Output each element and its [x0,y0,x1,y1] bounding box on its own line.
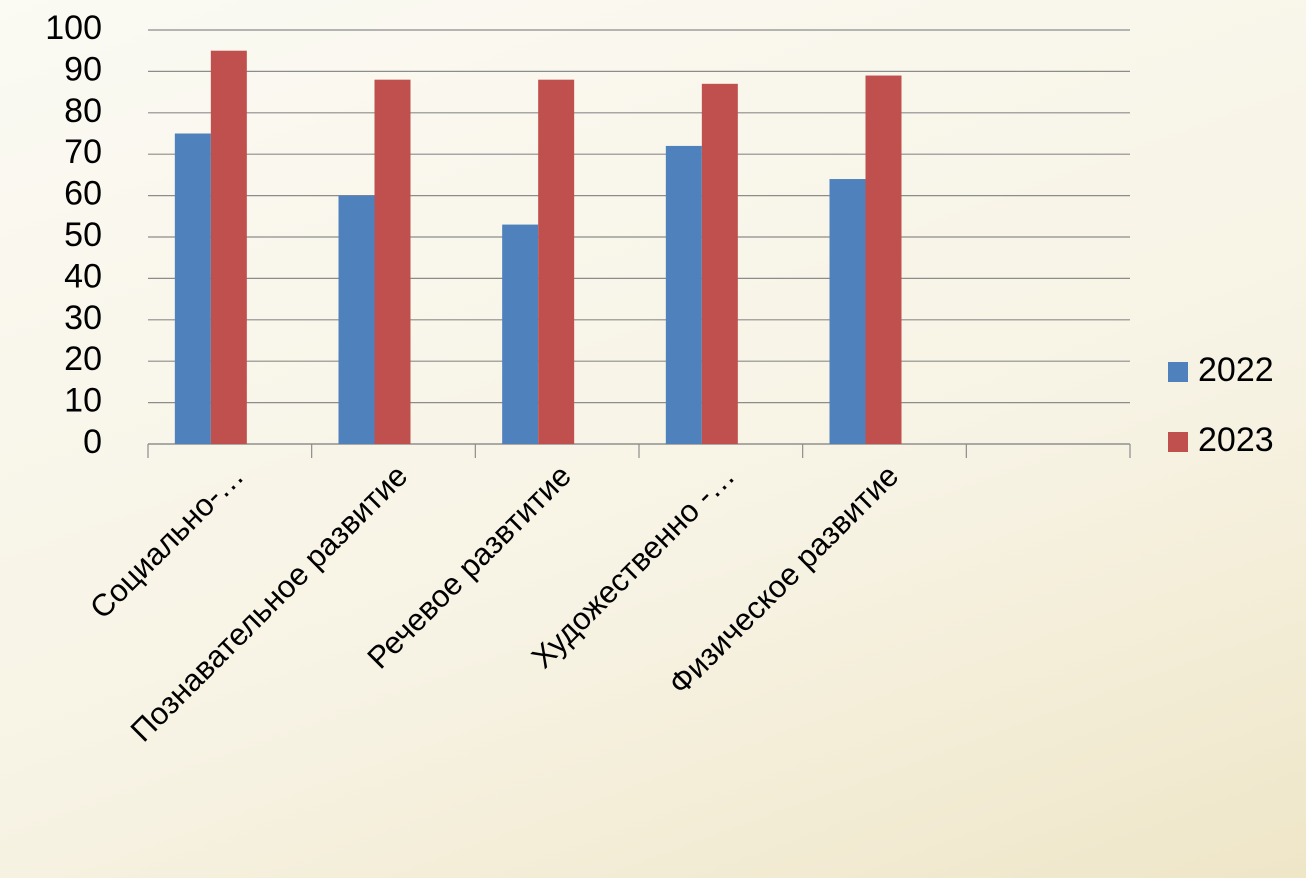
bar [502,224,539,444]
y-tick-label: 50 [64,216,102,254]
y-tick-label: 70 [64,133,102,171]
y-tick-label: 10 [64,382,102,420]
bar [374,79,411,445]
y-tick-label: 80 [64,92,102,130]
y-tick-label: 40 [64,257,102,295]
legend-swatch [1168,362,1188,382]
bar [701,83,738,444]
legend-label: 2022 [1198,351,1274,389]
bar [665,145,702,445]
y-tick-label: 30 [64,299,102,337]
y-tick-label: 20 [64,340,102,378]
legend-swatch [1168,432,1188,452]
y-tick-label: 90 [64,50,102,88]
x-tick-label: Социально-… [83,458,250,625]
x-tick-label: Познавательное развитие [124,458,415,749]
bar [338,195,375,444]
bar [829,179,866,445]
bar [538,79,575,445]
bar [174,133,211,444]
y-tick-label: 100 [45,9,102,47]
y-tick-label: 60 [64,175,102,213]
bar [210,50,247,444]
legend-label: 2023 [1198,421,1274,459]
y-tick-label: 0 [83,423,102,461]
bar [865,75,902,444]
